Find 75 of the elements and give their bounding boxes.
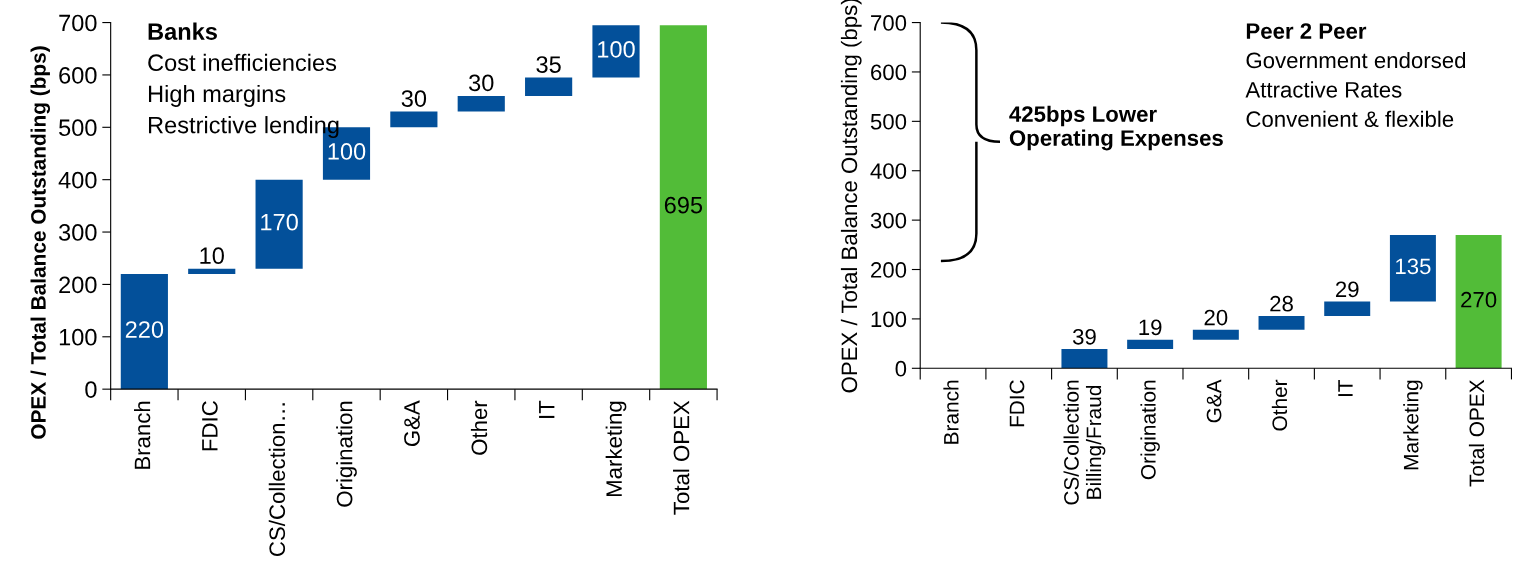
x-tick-label: IT <box>539 400 555 418</box>
annotation: Government endorsed <box>1246 51 1466 69</box>
bar <box>1258 315 1305 330</box>
y-tick-label: 0 <box>895 360 907 377</box>
data-label: 10 <box>200 247 224 265</box>
y-tick-label: 200 <box>871 262 907 278</box>
y-tick-label: 600 <box>59 67 97 84</box>
data-label: 270 <box>1461 291 1497 308</box>
data-label: 100 <box>598 40 635 58</box>
bar <box>188 268 236 274</box>
bar <box>1127 339 1174 350</box>
annotation: Convenient & flexible <box>1246 110 1454 128</box>
annotation: Attractive Rates <box>1245 81 1402 98</box>
y-tick-label: 300 <box>58 224 97 241</box>
data-label: 135 <box>1396 258 1431 275</box>
bar <box>1455 234 1502 369</box>
y-tick-label: 600 <box>871 64 907 81</box>
y-tick-label: 200 <box>59 276 97 294</box>
x-tick-label: FDIC <box>1009 380 1025 427</box>
x-tick-label: Branch <box>134 401 151 469</box>
annotation: Banks <box>148 22 217 40</box>
y-tick-label: 400 <box>870 163 907 179</box>
annotation: 425bps Lower Operating Expenses <box>1009 105 1223 151</box>
x-tick-label: IT <box>1338 379 1353 396</box>
x-tick-label: Branch <box>943 380 959 444</box>
y-tick-label: 500 <box>59 119 97 137</box>
x-tick-label: Marketing <box>1403 380 1423 470</box>
data-label: 695 <box>664 196 703 214</box>
bar <box>1389 234 1436 302</box>
x-tick-label: Other <box>470 400 488 455</box>
x-tick-label: CS/Collection… <box>268 403 286 556</box>
annotation: Cost inefficiencies <box>148 53 337 72</box>
bar <box>1324 301 1371 316</box>
x-tick-label: G&A <box>1206 379 1222 423</box>
x-tick-label: Total OPEX <box>673 400 690 515</box>
y-tick-label: 700 <box>871 15 907 31</box>
y-tick-label: 300 <box>870 212 907 229</box>
y-tick-label: 100 <box>59 328 97 346</box>
bar <box>659 25 707 390</box>
x-tick-label: Marketing <box>605 401 627 497</box>
data-label: 30 <box>401 90 427 107</box>
x-tick-label: Other <box>1271 379 1288 431</box>
x-tick-label: Origination <box>336 401 357 507</box>
data-label: 29 <box>1335 281 1359 298</box>
y-tick-label: 500 <box>870 113 907 130</box>
data-label: 20 <box>1204 309 1228 326</box>
bar <box>1061 349 1108 369</box>
data-label: 19 <box>1139 319 1162 336</box>
y-tick-label: 700 <box>59 14 97 32</box>
annotation: Restrictive lending <box>148 116 339 139</box>
x-tick-label: Total OPEX <box>1468 379 1485 487</box>
y-tick-label: 100 <box>871 311 907 328</box>
x-tick-label: G&A <box>404 400 420 447</box>
y-tick-label: 400 <box>58 171 97 189</box>
bar <box>120 273 168 390</box>
data-label: 28 <box>1270 295 1293 312</box>
x-tick-label: FDIC <box>201 401 218 451</box>
data-label: 35 <box>536 56 561 73</box>
y-tick-label: 0 <box>85 381 97 398</box>
bar <box>255 179 303 269</box>
bar <box>525 77 573 96</box>
bar <box>592 25 640 78</box>
data-label: 100 <box>328 143 366 160</box>
annotation: Peer 2 Peer <box>1246 23 1367 39</box>
bar <box>390 111 438 128</box>
data-label: 30 <box>469 74 494 92</box>
bar <box>457 95 505 112</box>
bar <box>1192 329 1239 340</box>
x-tick-label: Origination <box>1140 380 1160 480</box>
data-label: 220 <box>125 321 164 338</box>
data-label: 39 <box>1072 328 1096 345</box>
x-tick-label: CS/Collection Billing/Fraud <box>1063 380 1106 505</box>
annotation: High margins <box>148 84 286 107</box>
y-axis-title: OPEX / Total Balance Outstanding (bps) <box>30 46 51 439</box>
data-label: 170 <box>261 213 298 231</box>
